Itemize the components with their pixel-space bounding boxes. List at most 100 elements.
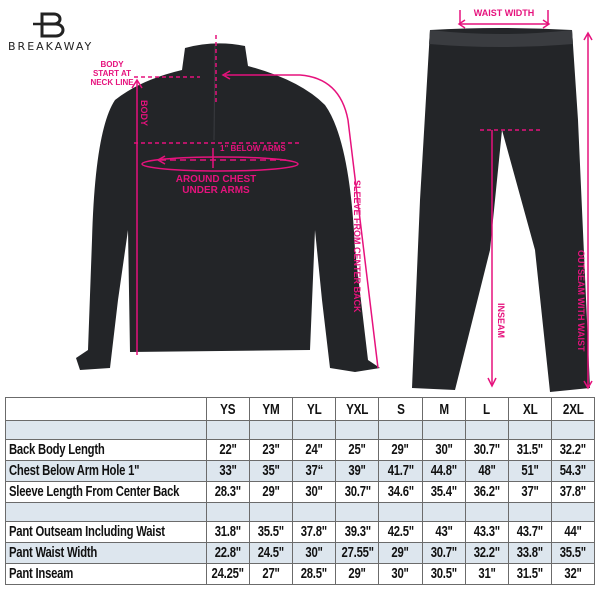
size-value-cell: 54.3"	[550, 460, 596, 482]
size-value-cell: 43.7"	[507, 521, 552, 543]
size-value: 22"	[219, 442, 237, 458]
size-value-cell: 29"	[378, 542, 423, 564]
size-header-cell: YXL	[335, 397, 380, 421]
body-start-label: BODY START AT NECK LINE	[90, 60, 134, 87]
size-value: 37“	[305, 463, 324, 479]
row-label-cell: Pant Outseam Including Waist	[5, 521, 207, 543]
size-header: YXL	[346, 400, 369, 418]
size-value-cell: 51"	[507, 460, 552, 482]
table-row: Pant Waist Width 22.8" 24.5" 30" 27.55" 29" 30…	[5, 542, 596, 564]
brand-name: BREAKAWAY	[8, 40, 94, 53]
size-value-cell: 44.8"	[421, 460, 466, 482]
size-value: 33"	[219, 463, 237, 479]
garment-illustration	[33, 10, 593, 392]
size-value: 43.7"	[516, 524, 543, 540]
size-value: 35.5"	[258, 524, 285, 540]
size-value-cell: 30"	[292, 481, 337, 503]
size-header-cell: S	[378, 397, 423, 421]
row-label-cell: Chest Below Arm Hole 1"	[5, 460, 207, 482]
size-header: L	[483, 400, 491, 418]
size-value: 29"	[262, 484, 280, 500]
size-value-cell: 30"	[378, 563, 423, 585]
size-header-cell: YL	[292, 397, 337, 421]
size-value: 30"	[305, 484, 323, 500]
size-value-cell: 29"	[335, 563, 380, 585]
size-header: XL	[522, 400, 538, 418]
size-value: 37.8"	[301, 524, 328, 540]
size-value: 27"	[262, 566, 280, 582]
spacer-row	[5, 502, 596, 522]
size-value-cell: 27"	[249, 563, 294, 585]
row-label-cell: Pant Waist Width	[5, 542, 207, 564]
size-value-cell: 24.5"	[249, 542, 294, 564]
size-value-cell: 33"	[205, 460, 251, 482]
size-header: M	[438, 400, 449, 418]
size-value: 43.3"	[473, 524, 500, 540]
waist-width-label: WAIST WIDTH	[473, 8, 535, 18]
size-value: 32.2"	[559, 442, 587, 458]
row-label: Pant Inseam	[9, 566, 74, 582]
spacer-row	[5, 420, 596, 440]
size-value: 28.3"	[214, 484, 242, 500]
size-value: 42.5"	[387, 524, 414, 540]
size-value: 30"	[305, 545, 323, 561]
size-value: 31.8"	[214, 524, 242, 540]
size-header-cell: YM	[249, 397, 294, 421]
size-value: 44.8"	[430, 463, 457, 479]
size-value: 30.5"	[430, 566, 457, 582]
size-value-cell: 31.5"	[507, 563, 552, 585]
size-value: 30"	[391, 566, 410, 582]
size-value: 30.7"	[344, 484, 371, 500]
size-value: 39.3"	[344, 524, 371, 540]
size-value: 48"	[478, 463, 496, 479]
size-value-cell: 22"	[205, 439, 251, 461]
size-header: S	[396, 400, 405, 418]
row-label-cell: Pant Inseam	[5, 563, 207, 585]
size-value-cell: 31.8"	[205, 521, 251, 543]
size-value-cell: 37.8"	[550, 481, 596, 503]
row-label-cell: Sleeve Length From Center Back	[5, 481, 207, 503]
size-value: 30.7"	[473, 442, 500, 458]
size-value: 29"	[391, 545, 410, 561]
size-value-cell: 30.7"	[464, 439, 509, 461]
size-value: 33.8"	[516, 545, 543, 561]
size-value: 32.2"	[473, 545, 500, 561]
size-value-cell: 37“	[292, 460, 337, 482]
size-value: 31.5"	[516, 566, 543, 582]
size-value-cell: 29"	[378, 439, 423, 461]
size-value-cell: 30.5"	[421, 563, 466, 585]
outseam-label: OUTSEAM WITH WAIST	[576, 250, 586, 352]
measure-lines	[131, 10, 593, 390]
row-label: Pant Outseam Including Waist	[9, 524, 165, 540]
size-value: 22.8"	[214, 545, 242, 561]
size-value: 37.8"	[559, 484, 587, 500]
size-header: YM	[262, 400, 280, 418]
size-value-cell: 35"	[249, 460, 294, 482]
size-value: 32"	[564, 566, 582, 582]
size-value-cell: 42.5"	[378, 521, 423, 543]
size-value-cell: 31.5"	[507, 439, 552, 461]
size-value-cell: 35.5"	[249, 521, 294, 543]
sleeve-label: SLEEVE FROM CENTER BACK	[352, 180, 362, 313]
size-header-cell: YS	[205, 397, 251, 421]
size-value: 37"	[521, 484, 539, 500]
size-value-cell: 43"	[421, 521, 466, 543]
size-value-cell: 25"	[335, 439, 380, 461]
size-value: 51"	[521, 463, 539, 479]
size-value: 34.6"	[387, 484, 414, 500]
size-value: 30.7"	[430, 545, 457, 561]
size-value-cell: 32"	[550, 563, 596, 585]
size-value-cell: 41.7"	[378, 460, 423, 482]
size-header: 2XL	[562, 400, 584, 418]
table-row: Pant Outseam Including Waist 31.8" 35.5" 37…	[5, 521, 596, 543]
size-value: 35"	[262, 463, 280, 479]
size-value: 36.2"	[473, 484, 500, 500]
size-value-cell: 44"	[550, 521, 596, 543]
size-header-cell: L	[464, 397, 509, 421]
size-header: YL	[307, 400, 322, 418]
size-header: YS	[220, 400, 236, 418]
jacket-image	[76, 43, 380, 373]
size-value: 54.3"	[559, 463, 587, 479]
size-value: 35.4"	[430, 484, 457, 500]
size-value-cell: 33.8"	[507, 542, 552, 564]
